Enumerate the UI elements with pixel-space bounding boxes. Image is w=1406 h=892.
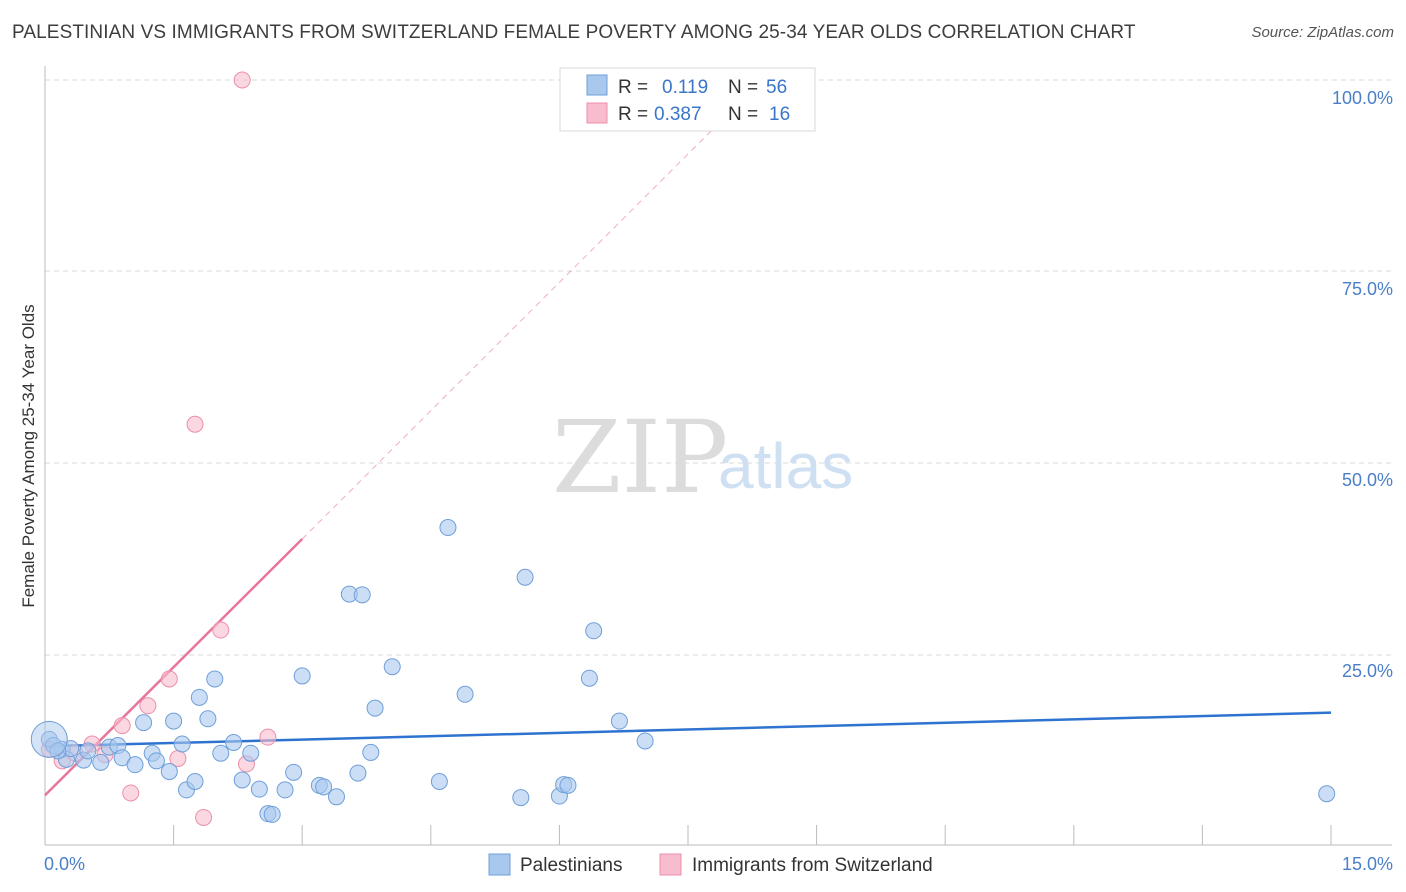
point-palestinians xyxy=(512,789,530,807)
axes xyxy=(44,66,1392,846)
watermark-zip: ZIP xyxy=(552,399,728,516)
legend-n-label-2: N = xyxy=(728,104,758,125)
point-palestinians xyxy=(190,688,208,706)
x-tick-label: 0.0% xyxy=(44,854,85,874)
point-palestinians xyxy=(610,712,628,730)
x-tick-label: 15.0% xyxy=(1342,854,1393,874)
point-palestinians xyxy=(79,742,97,760)
point-palestinians xyxy=(349,764,367,782)
point-palestinians xyxy=(430,773,448,791)
point-palestinians xyxy=(160,763,178,781)
point-palestinians xyxy=(276,781,294,799)
point-palestinians xyxy=(233,771,251,789)
point-palestinians xyxy=(92,753,110,771)
legend-r-label-2: R = xyxy=(618,104,648,125)
point-palestinians xyxy=(362,743,380,761)
point-palestinians xyxy=(250,780,268,798)
grid-lines xyxy=(45,79,1392,656)
legend-r-label-1: R = xyxy=(618,77,648,98)
y-tick-labels: 25.0% 50.0% 75.0% 100.0% xyxy=(1332,88,1393,681)
point-palestinians xyxy=(456,685,474,703)
point-palestinians xyxy=(225,733,243,751)
legend-n-value-2: 16 xyxy=(769,104,790,125)
point-palestinians xyxy=(1318,785,1336,803)
legend-r-value-2: 0.387 xyxy=(654,104,702,125)
point-palestinians xyxy=(212,744,230,762)
point-palestinians xyxy=(186,773,204,791)
y-tick-label: 25.0% xyxy=(1342,661,1393,681)
point-palestinians xyxy=(135,714,153,732)
point-palestinians xyxy=(383,658,401,676)
legend-n-label-1: N = xyxy=(728,77,758,98)
point-switzerland xyxy=(139,697,157,715)
y-tick-label: 75.0% xyxy=(1342,279,1393,299)
x-tick-labels: 0.0% 15.0% xyxy=(44,854,1393,874)
point-palestinians xyxy=(206,670,224,688)
point-switzerland xyxy=(212,621,230,639)
y-tick-label: 50.0% xyxy=(1342,470,1393,490)
point-palestinians xyxy=(147,752,165,770)
legend-swatch-pink xyxy=(586,102,608,124)
point-palestinians xyxy=(366,699,384,717)
trend-line-palestinians xyxy=(44,711,1332,748)
point-palestinians xyxy=(126,756,144,774)
point-switzerland xyxy=(113,717,131,735)
point-palestinians xyxy=(516,568,534,586)
point-switzerland xyxy=(186,415,204,433)
chart-title: PALESTINIAN VS IMMIGRANTS FROM SWITZERLA… xyxy=(12,22,1136,43)
point-palestinians xyxy=(285,763,303,781)
point-palestinians xyxy=(293,667,311,685)
point-palestinians xyxy=(559,776,577,794)
bottom-legend: Palestinians Immigrants from Switzerland xyxy=(488,853,933,876)
source-label: Source: ZipAtlas.com xyxy=(1251,24,1394,41)
trend-line-switzerland-extension xyxy=(301,68,775,540)
bottom-legend-label-palestinians: Palestinians xyxy=(520,855,622,876)
y-axis-label: Female Poverty Among 25-34 Year Olds xyxy=(19,304,38,607)
point-palestinians xyxy=(242,744,260,762)
bottom-legend-swatch-palestinians xyxy=(488,853,511,876)
legend-r-value-1: 0.119 xyxy=(662,77,708,98)
watermark-atlas: atlas xyxy=(718,430,853,502)
point-switzerland xyxy=(160,670,178,688)
point-palestinians xyxy=(439,519,457,537)
bottom-legend-swatch-switzerland xyxy=(659,853,682,876)
point-palestinians xyxy=(165,712,183,730)
point-palestinians xyxy=(636,732,654,750)
legend-swatch-blue xyxy=(586,74,608,96)
point-palestinians xyxy=(585,622,603,640)
point-palestinians-large xyxy=(30,720,68,758)
point-switzerland xyxy=(233,71,251,89)
point-palestinians xyxy=(173,735,191,753)
y-tick-label: 100.0% xyxy=(1332,88,1393,108)
point-palestinians xyxy=(199,710,217,728)
point-palestinians xyxy=(353,586,371,604)
legend-box: R = 0.119 N = 56 R = 0.387 N = 16 xyxy=(559,67,816,132)
point-switzerland xyxy=(195,808,213,826)
point-palestinians xyxy=(327,788,345,806)
point-switzerland xyxy=(122,784,140,802)
point-palestinians xyxy=(580,669,598,687)
data-points xyxy=(30,71,1336,826)
point-palestinians xyxy=(315,778,333,796)
bottom-legend-label-switzerland: Immigrants from Switzerland xyxy=(692,855,933,876)
point-palestinians xyxy=(263,805,281,823)
legend-n-value-1: 56 xyxy=(766,77,787,98)
point-switzerland xyxy=(259,728,277,746)
